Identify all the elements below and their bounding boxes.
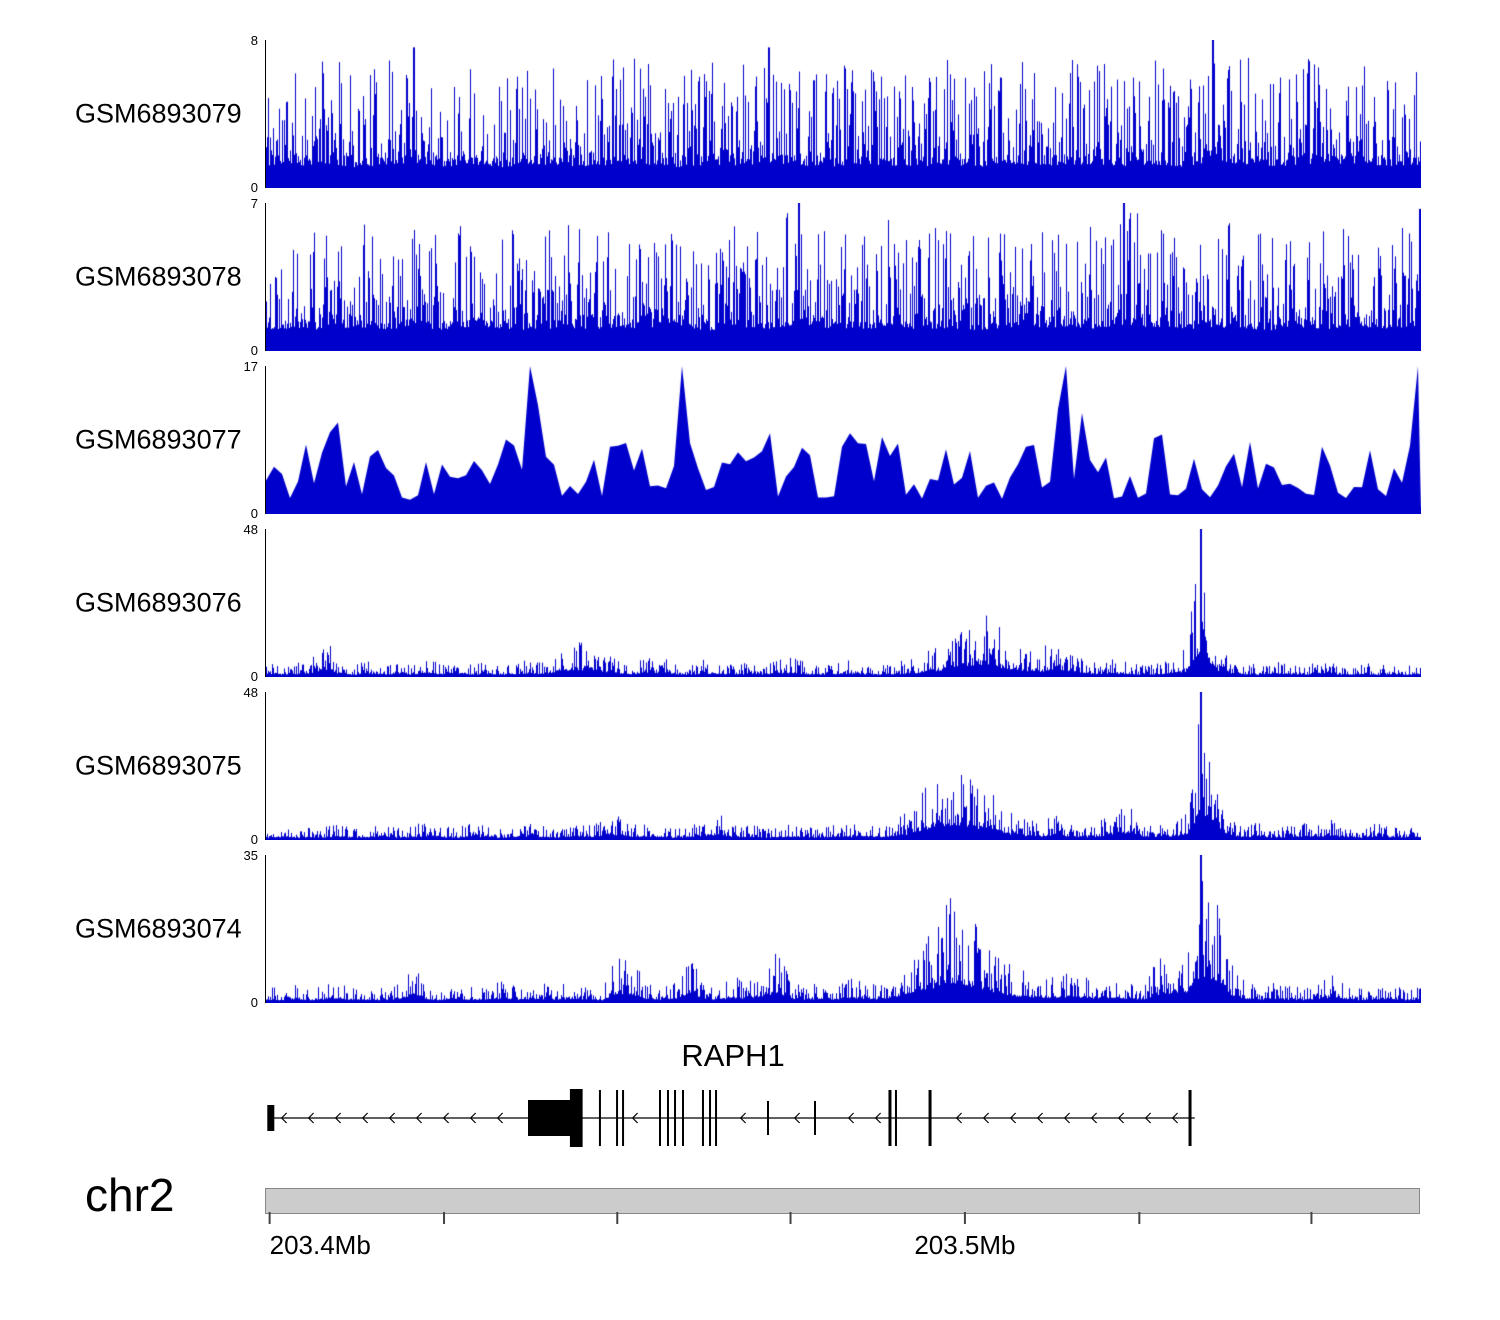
y-max-label: 17	[243, 359, 258, 374]
y-max-label: 35	[243, 848, 258, 863]
strand-arrow-left	[307, 1112, 315, 1124]
strand-arrow-left	[1063, 1112, 1071, 1124]
strand-arrow-left	[847, 1112, 855, 1124]
y-zero-label: 0	[250, 343, 258, 358]
track-label: GSM6893077	[75, 424, 242, 455]
track-row: GSM6893074 35 0	[0, 849, 1500, 1009]
chromosome-label: chr2	[85, 1169, 175, 1221]
coverage-tracks: GSM6893079 8 0 GSM6893078 7 0 GSM6893077 17 0 GSM…	[0, 34, 1500, 1018]
coverage-plot	[266, 40, 1421, 188]
y-zero-label: 0	[250, 995, 258, 1010]
gene-model	[267, 1089, 1195, 1147]
y-max-label: 7	[250, 196, 258, 211]
plot-area	[265, 40, 1421, 188]
strand-arrow-left	[388, 1112, 396, 1124]
y-zero-label: 0	[250, 669, 258, 684]
ruler-ticks	[268, 1212, 1313, 1224]
y-max-label: 48	[243, 685, 258, 700]
thick-exon-box	[569, 1089, 583, 1147]
strand-arrow-left	[361, 1112, 369, 1124]
track-row: GSM6893075 48 0	[0, 686, 1500, 846]
strand-arrow-left	[334, 1112, 342, 1124]
ruler-bar	[265, 1188, 1420, 1214]
strand-arrow-left	[982, 1112, 990, 1124]
track-row: GSM6893079 8 0	[0, 34, 1500, 194]
coordinate-label-left: 203.4Mb	[269, 1230, 371, 1260]
strand-arrow-left	[442, 1112, 450, 1124]
strand-arrow-left	[955, 1112, 963, 1124]
track-row: GSM6893076 48 0	[0, 523, 1500, 683]
plot-area	[265, 203, 1421, 351]
coverage-plot	[266, 203, 1421, 351]
y-zero-label: 0	[250, 506, 258, 521]
gene-name-label: RAPH1	[681, 1038, 785, 1073]
strand-arrow-left	[1117, 1112, 1125, 1124]
coverage-plot	[266, 855, 1421, 1003]
coverage-plot	[266, 366, 1421, 514]
strand-arrow-left	[631, 1112, 639, 1124]
y-max-label: 48	[243, 522, 258, 537]
coverage-plot	[266, 529, 1421, 677]
strand-arrow-left	[1144, 1112, 1152, 1124]
track-row: GSM6893078 7 0	[0, 197, 1500, 357]
strand-arrow-left	[1090, 1112, 1098, 1124]
track-label: GSM6893079	[75, 98, 242, 129]
coordinate-label-right: 203.5Mb	[914, 1230, 1016, 1260]
strand-arrow-left	[496, 1112, 504, 1124]
thick-exon-box	[527, 1100, 571, 1136]
coverage-plot	[266, 692, 1421, 840]
track-label: GSM6893075	[75, 750, 242, 781]
strand-arrow-left	[1171, 1112, 1179, 1124]
y-zero-label: 0	[250, 180, 258, 195]
y-zero-label: 0	[250, 832, 258, 847]
strand-arrow-left	[469, 1112, 477, 1124]
track-label: GSM6893076	[75, 587, 242, 618]
strand-arrow-left	[1009, 1112, 1017, 1124]
plot-area	[265, 692, 1421, 840]
y-max-label: 8	[250, 33, 258, 48]
strand-arrow-left	[1036, 1112, 1044, 1124]
plot-area	[265, 366, 1421, 514]
strand-arrow-left	[280, 1112, 288, 1124]
strand-arrow-left	[739, 1112, 747, 1124]
track-row: GSM6893077 17 0	[0, 360, 1500, 520]
strand-arrow-left	[793, 1112, 801, 1124]
gene-end-box	[267, 1105, 275, 1131]
track-label: GSM6893078	[75, 261, 242, 292]
track-label: GSM6893074	[75, 913, 242, 944]
strand-arrow-left	[874, 1112, 882, 1124]
plot-area	[265, 855, 1421, 1003]
strand-arrow-left	[415, 1112, 423, 1124]
plot-area	[265, 529, 1421, 677]
